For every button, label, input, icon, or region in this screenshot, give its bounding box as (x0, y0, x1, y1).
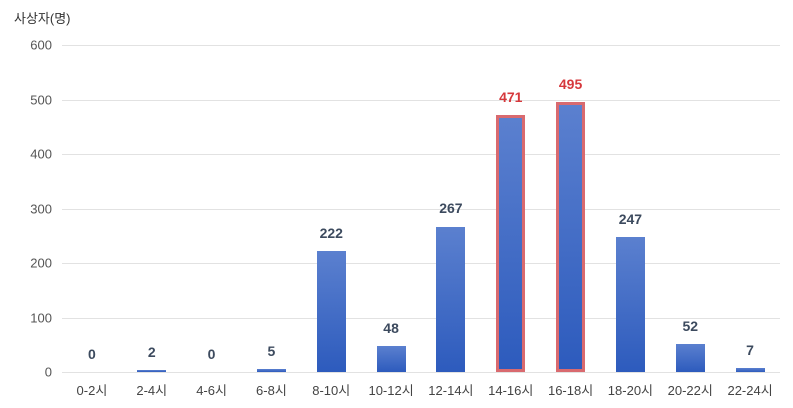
bar-value-label: 247 (618, 211, 643, 228)
bar-value-label: 48 (383, 319, 399, 336)
bar[interactable] (735, 368, 765, 372)
y-tick-label: 500 (30, 92, 52, 107)
x-tick-label: 16-18시 (547, 383, 594, 398)
gridline (62, 154, 780, 155)
bar-value-label: 0 (207, 346, 216, 362)
gridline (62, 317, 780, 319)
y-tick-label: 100 (30, 310, 52, 325)
bar[interactable] (615, 237, 645, 372)
x-tick-label: 12-14시 (428, 383, 474, 398)
x-tick-label: 20-22시 (667, 383, 713, 398)
y-tick-label: 300 (30, 201, 52, 216)
y-tick-label: 0 (44, 364, 52, 380)
y-tick-label: 200 (30, 255, 52, 271)
y-axis-label: 사상자(명) (14, 11, 71, 26)
x-tick-label: 6-8시 (256, 383, 287, 398)
bar[interactable] (496, 115, 526, 372)
x-tick-label: 2-4시 (136, 383, 168, 398)
y-tick-label: 600 (30, 37, 52, 53)
x-tick-label: 18-20시 (607, 383, 654, 398)
gridline (62, 263, 780, 264)
bar[interactable] (316, 251, 346, 372)
bar-value-label: 2 (147, 344, 156, 360)
bar[interactable] (376, 345, 406, 372)
bar-value-label: 52 (682, 317, 699, 334)
bar-value-label: 495 (558, 76, 583, 93)
bar[interactable] (556, 102, 586, 372)
bar-value-label: 267 (439, 200, 463, 217)
y-tick-label: 400 (30, 146, 52, 162)
bar[interactable] (675, 343, 705, 372)
bar[interactable] (137, 370, 167, 372)
x-tick-label: 10-12시 (368, 383, 414, 398)
bar-value-label: 7 (746, 342, 754, 359)
x-tick-label: 22-24시 (727, 383, 773, 398)
bar-value-label: 222 (319, 225, 343, 241)
x-tick-label: 0-2시 (76, 383, 108, 398)
x-tick-label: 4-6시 (196, 383, 227, 398)
x-tick-label: 14-16시 (488, 383, 534, 398)
bar-value-label: 0 (88, 346, 96, 362)
gridline (62, 99, 780, 101)
bar[interactable] (256, 369, 286, 372)
bar[interactable] (436, 226, 466, 372)
x-tick-label: 8-10시 (312, 383, 351, 398)
gridline (62, 208, 780, 210)
gridline (62, 45, 780, 46)
bar-value-label: 471 (499, 89, 523, 106)
bar-value-label: 5 (267, 343, 276, 360)
gridline (62, 372, 780, 373)
